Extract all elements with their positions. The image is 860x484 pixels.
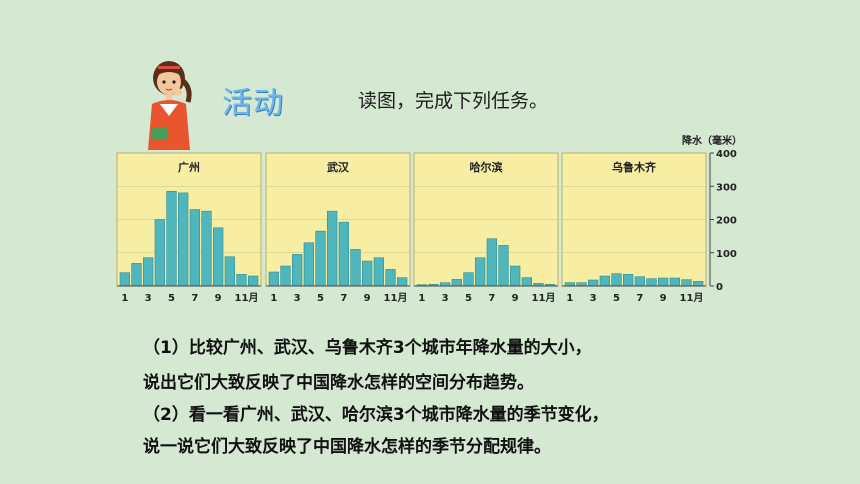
- girl-illustration: [148, 61, 192, 150]
- x-tick-label: 3: [442, 293, 449, 304]
- bar: [166, 190, 177, 287]
- y-tick-label: 200: [716, 216, 737, 227]
- task1-line1: （1）比较广州、武汉、乌鲁木齐3个城市年降水量的大小，: [143, 338, 592, 358]
- x-tick-label: 5: [465, 293, 472, 304]
- bar: [303, 242, 314, 287]
- bar: [611, 273, 622, 287]
- x-tick-label: 7: [488, 293, 495, 304]
- bar: [327, 210, 338, 287]
- x-tick-label: 3: [590, 293, 597, 304]
- x-tick-label: 1: [270, 293, 277, 304]
- bar: [143, 257, 154, 287]
- bar: [451, 279, 462, 287]
- x-tick-label: 7: [191, 293, 198, 304]
- y-tick-label: 400: [716, 149, 737, 160]
- bar: [338, 221, 349, 287]
- bar: [350, 249, 361, 287]
- bar: [315, 230, 326, 287]
- x-tick-label: 9: [364, 293, 371, 304]
- x-tick-label: 5: [613, 293, 620, 304]
- bar: [599, 275, 610, 287]
- bar: [681, 279, 692, 287]
- bar: [634, 276, 645, 287]
- x-tick-label: 9: [512, 293, 519, 304]
- x-tick-label: 5: [317, 293, 324, 304]
- bar: [178, 192, 189, 287]
- y-tick-label: 0: [716, 282, 723, 293]
- x-tick-label: 11月: [680, 292, 704, 304]
- chart-title: 哈尔滨: [470, 160, 503, 174]
- task2-line1: （2）看一看广州、武汉、哈尔滨3个城市降水量的季节变化，: [143, 405, 609, 425]
- bar: [475, 257, 486, 287]
- task2-line2: 说一说它们大致反映了中国降水怎样的季节分配规律。: [143, 437, 551, 457]
- bar: [292, 254, 303, 287]
- bar: [669, 277, 680, 287]
- bar: [236, 274, 247, 287]
- x-tick-label: 11月: [235, 292, 259, 304]
- bar: [463, 272, 474, 287]
- chart-title: 武汉: [327, 160, 350, 174]
- bar: [658, 277, 669, 287]
- bar: [224, 256, 235, 287]
- instruction-text: 读图，完成下列任务。: [358, 90, 549, 112]
- bar: [498, 245, 509, 287]
- bar: [268, 271, 279, 287]
- bar: [213, 227, 224, 287]
- bar: [521, 277, 532, 287]
- bar: [131, 263, 142, 287]
- bar: [154, 219, 165, 287]
- x-tick-label: 7: [636, 293, 643, 304]
- bar: [189, 209, 200, 287]
- x-tick-label: 11月: [532, 292, 556, 304]
- x-tick-label: 1: [566, 293, 573, 304]
- y-tick-label: 300: [716, 182, 737, 193]
- bar: [362, 260, 373, 287]
- activity-title: 活动: [222, 86, 284, 121]
- x-tick-label: 7: [340, 293, 347, 304]
- bar: [373, 257, 384, 287]
- x-tick-label: 9: [215, 293, 222, 304]
- bar: [119, 272, 130, 287]
- bar: [248, 275, 259, 287]
- bar: [397, 277, 408, 287]
- chart-title: 广州: [178, 160, 200, 174]
- bar: [623, 274, 634, 287]
- x-tick-label: 5: [168, 293, 175, 304]
- y-axis-label: 降水（毫米）: [682, 134, 742, 147]
- x-tick-label: 3: [294, 293, 301, 304]
- y-tick-label: 100: [716, 249, 737, 260]
- bar: [693, 281, 704, 287]
- x-tick-label: 1: [121, 293, 128, 304]
- bar: [201, 210, 212, 287]
- x-tick-label: 9: [660, 293, 667, 304]
- x-tick-label: 3: [145, 293, 152, 304]
- bar: [510, 265, 521, 287]
- bar: [646, 278, 657, 287]
- bar: [280, 265, 291, 287]
- task1-line2: 说出它们大致反映了中国降水怎样的空间分布趋势。: [143, 373, 534, 393]
- chart-title: 乌鲁木齐: [612, 160, 657, 174]
- x-tick-label: 1: [418, 293, 425, 304]
- bar: [588, 279, 599, 287]
- bar: [385, 269, 396, 287]
- bar: [486, 238, 497, 287]
- x-tick-label: 11月: [384, 292, 408, 304]
